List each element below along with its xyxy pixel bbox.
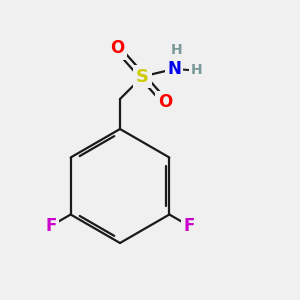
Text: F: F xyxy=(183,217,194,235)
Text: O: O xyxy=(158,93,172,111)
Text: H: H xyxy=(191,64,202,77)
Text: O: O xyxy=(110,39,124,57)
Text: F: F xyxy=(46,217,57,235)
Text: H: H xyxy=(171,43,183,56)
Text: S: S xyxy=(136,68,149,85)
Text: N: N xyxy=(167,60,181,78)
